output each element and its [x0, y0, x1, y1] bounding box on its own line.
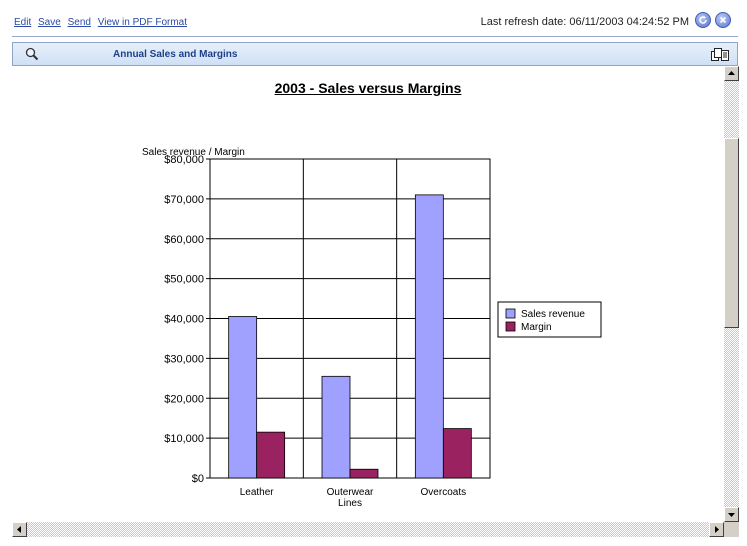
y-tick-label: $50,000 — [164, 274, 204, 286]
chart-title: 2003 - Sales versus Margins — [274, 80, 462, 96]
legend-swatch — [505, 321, 516, 332]
refresh-label: Last refresh date: — [480, 16, 567, 28]
bar-1 — [349, 468, 379, 479]
vertical-scroll-thumb[interactable] — [724, 138, 739, 328]
scroll-left-button[interactable] — [12, 522, 27, 537]
legend-label: Margin — [521, 322, 552, 333]
refresh-date: 06/11/2003 04:24:52 PM — [569, 16, 689, 28]
document-title: Annual Sales and Margins — [113, 49, 238, 60]
scrollbar-corner — [724, 522, 739, 537]
scroll-right-button[interactable] — [709, 522, 724, 537]
bar-chart: $0 $10,000 $20,000 $30,000 $40,000 $50,000 $60… — [142, 147, 602, 509]
zoom-icon[interactable] — [25, 47, 39, 61]
y-tick-label: $40,000 — [164, 314, 204, 326]
edit-link[interactable]: Edit — [14, 17, 32, 28]
y-tick-label: $30,000 — [164, 353, 204, 365]
scroll-up-button[interactable] — [724, 66, 739, 81]
horizontal-scrollbar[interactable] — [12, 522, 724, 537]
scroll-down-button[interactable] — [724, 507, 739, 522]
view-pdf-link[interactable]: View in PDF Format — [97, 17, 188, 28]
y-tick-label: $60,000 — [164, 234, 204, 246]
bar-1 — [442, 428, 472, 479]
bar-0 — [414, 194, 444, 479]
document-header: Annual Sales and Margins — [12, 42, 738, 66]
vertical-scrollbar[interactable] — [724, 66, 739, 522]
x-axis-label: Lines — [338, 498, 362, 509]
bar-0 — [228, 316, 258, 479]
y-tick-label: $20,000 — [164, 393, 204, 405]
save-link[interactable]: Save — [38, 17, 61, 28]
y-axis-label: Sales revenue / Margin — [142, 147, 245, 158]
bar-1 — [256, 431, 286, 479]
action-links: Edit Save Send View in PDF Format — [14, 17, 191, 28]
bar-0 — [321, 375, 351, 479]
x-tick-label: Leather — [240, 487, 275, 498]
y-tick-label: $10,000 — [164, 433, 204, 445]
toolbar-divider — [12, 36, 738, 37]
y-tick-label: $0 — [192, 473, 204, 485]
x-tick-label: Overcoats — [421, 487, 467, 498]
refresh-status: Last refresh date: 06/11/2003 04:24:52 P… — [481, 16, 689, 28]
y-tick-label: $70,000 — [164, 194, 204, 206]
send-link[interactable]: Send — [67, 17, 91, 28]
top-toolbar: Edit Save Send View in PDF Format Last r… — [0, 0, 747, 38]
report-content: 2003 - Sales versus Margins $0 $10,000 $20… — [12, 66, 724, 522]
legend-swatch — [505, 308, 516, 319]
x-tick-label: Outerwear — [327, 487, 374, 498]
legend-label: Sales revenue — [521, 309, 585, 320]
page-layout-icon[interactable] — [711, 48, 729, 61]
refresh-icon[interactable] — [695, 12, 711, 28]
close-icon[interactable] — [715, 12, 731, 28]
y-tick-label: $80,000 — [164, 154, 204, 166]
